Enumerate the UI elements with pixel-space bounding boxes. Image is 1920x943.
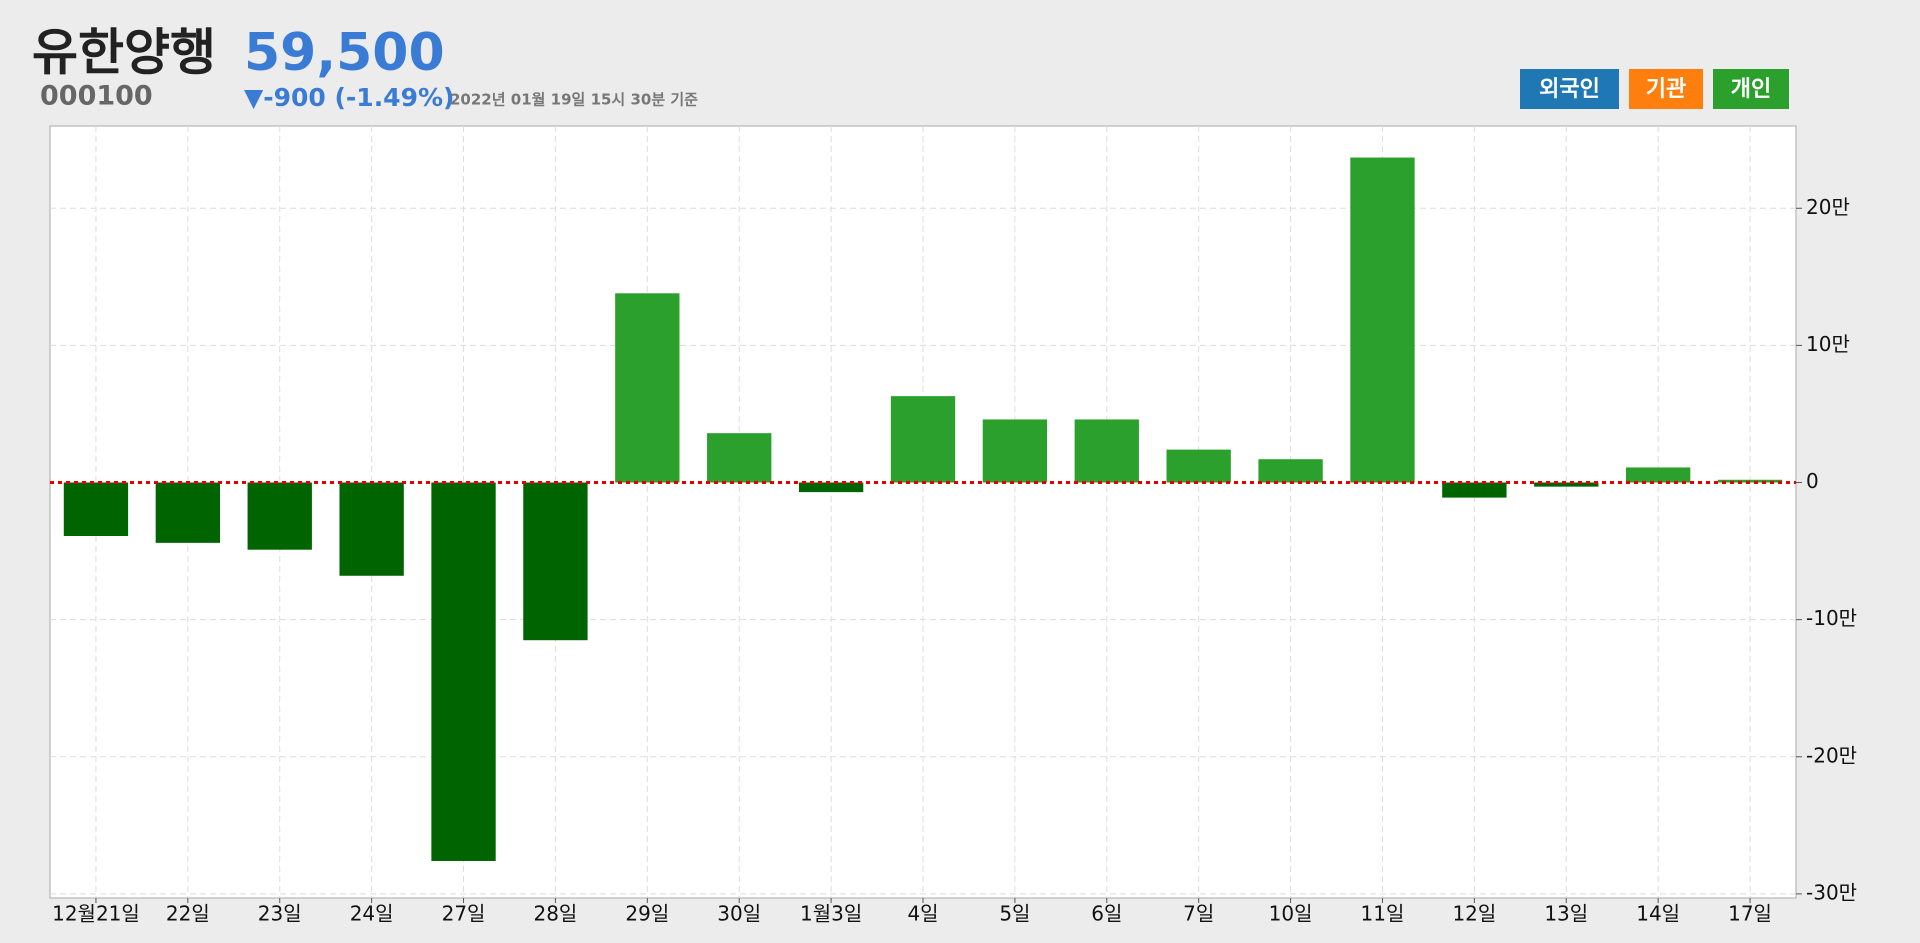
bar [247, 482, 312, 550]
x-tick-label: 5일 [999, 902, 1030, 926]
bar [1442, 482, 1507, 498]
filter-button[interactable] [1629, 69, 1703, 109]
x-tick-label: 29일 [625, 902, 669, 926]
x-tick-label: 11일 [1361, 902, 1405, 926]
bar [155, 482, 221, 543]
bar [1625, 467, 1691, 483]
x-tick-label: 14일 [1636, 902, 1680, 926]
x-tick-label: 24일 [350, 902, 394, 926]
y-tick-label: -20만 [1806, 743, 1857, 767]
price-change: ▼-900 (-1.49%) [244, 83, 454, 112]
y-tick-label: -30만 [1806, 880, 1857, 904]
bar [339, 482, 404, 576]
bar [1534, 482, 1599, 487]
x-tick-label: 13일 [1544, 902, 1588, 926]
bar [1166, 449, 1231, 483]
bar [890, 396, 956, 483]
filter-button-label[interactable]: 외국인 [1539, 77, 1600, 102]
filter-button[interactable] [1520, 69, 1619, 109]
x-tick-label: 22일 [166, 902, 210, 926]
bar [1717, 479, 1783, 483]
price: 59,500 [244, 23, 445, 83]
y-tick-label: 10만 [1806, 332, 1850, 356]
x-tick-label: 23일 [258, 902, 302, 926]
y-tick-label: 0 [1806, 469, 1819, 493]
filter-button[interactable] [1713, 69, 1789, 109]
x-tick-label: 12월21일 [52, 902, 140, 926]
filter-button-label[interactable]: 기관 [1646, 77, 1686, 102]
x-tick-label: 6일 [1091, 902, 1122, 926]
stock-name: 유한양행 [32, 24, 216, 82]
x-tick-label: 27일 [442, 902, 486, 926]
bar [63, 482, 129, 536]
x-tick-label: 12일 [1452, 902, 1496, 926]
bar [798, 482, 864, 493]
filter-button-label[interactable]: 개인 [1731, 77, 1771, 102]
bar [523, 482, 588, 641]
x-tick-label: 10일 [1269, 902, 1313, 926]
bar [1074, 419, 1139, 483]
x-tick-label: 17일 [1728, 902, 1772, 926]
bar [1258, 459, 1323, 483]
x-tick-label: 4일 [907, 902, 938, 926]
bar [431, 482, 496, 861]
bar [615, 293, 680, 483]
stock-code: 000100 [40, 81, 153, 112]
x-tick-label: 7일 [1183, 902, 1214, 926]
bar [1350, 157, 1415, 483]
x-tick-label: 30일 [717, 902, 761, 926]
y-tick-label: 20만 [1806, 195, 1850, 219]
x-tick-label: 1월3일 [800, 902, 862, 926]
bar [982, 419, 1048, 483]
timestamp: 2022년 01월 19일 15시 30분 기준 [450, 91, 698, 109]
y-tick-label: -10만 [1806, 606, 1857, 630]
x-tick-label: 28일 [533, 902, 577, 926]
bar [707, 433, 772, 483]
